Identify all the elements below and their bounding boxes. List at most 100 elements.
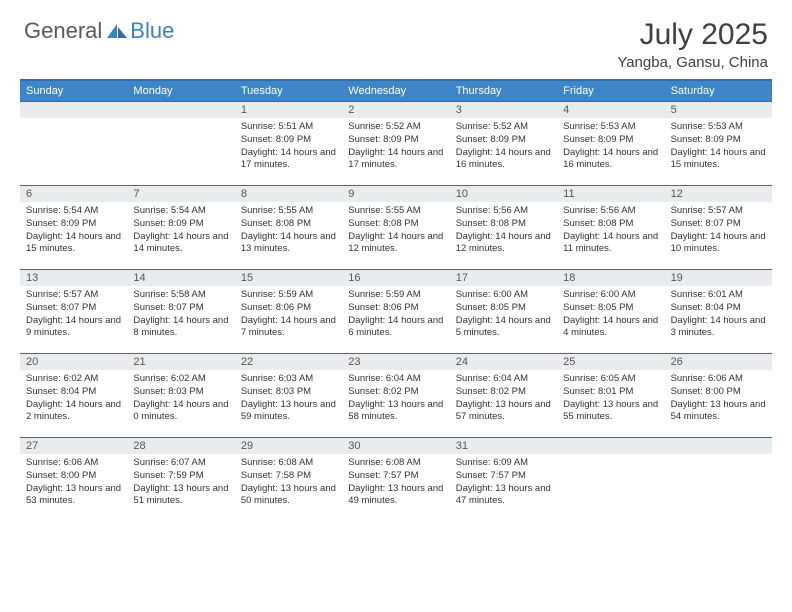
sunset-line: Sunset: 8:05 PM — [456, 302, 551, 315]
calendar-body: 1Sunrise: 5:51 AMSunset: 8:09 PMDaylight… — [20, 101, 772, 521]
calendar-day: 1Sunrise: 5:51 AMSunset: 8:09 PMDaylight… — [235, 101, 342, 185]
sunrise-line: Sunrise: 6:04 AM — [456, 373, 551, 386]
daylight-line: Daylight: 14 hours and 4 minutes. — [563, 315, 658, 341]
day-number: 16 — [342, 269, 449, 286]
calendar-week: 13Sunrise: 5:57 AMSunset: 8:07 PMDayligh… — [20, 269, 772, 353]
day-details: Sunrise: 6:09 AMSunset: 7:57 PMDaylight:… — [450, 454, 557, 514]
calendar-day: 28Sunrise: 6:07 AMSunset: 7:59 PMDayligh… — [127, 437, 234, 521]
sunset-line: Sunset: 7:58 PM — [241, 470, 336, 483]
daylight-line: Daylight: 14 hours and 3 minutes. — [671, 315, 766, 341]
sunset-line: Sunset: 8:02 PM — [456, 386, 551, 399]
calendar-day: 6Sunrise: 5:54 AMSunset: 8:09 PMDaylight… — [20, 185, 127, 269]
sunrise-line: Sunrise: 5:54 AM — [26, 205, 121, 218]
sunset-line: Sunset: 8:04 PM — [26, 386, 121, 399]
sunrise-line: Sunrise: 6:05 AM — [563, 373, 658, 386]
sunrise-line: Sunrise: 6:01 AM — [671, 289, 766, 302]
brand-second: Blue — [130, 18, 174, 44]
sunset-line: Sunset: 8:05 PM — [563, 302, 658, 315]
calendar: SundayMondayTuesdayWednesdayThursdayFrid… — [20, 79, 772, 521]
calendar-day: 19Sunrise: 6:01 AMSunset: 8:04 PMDayligh… — [665, 269, 772, 353]
day-number: 18 — [557, 269, 664, 286]
weekday-header: SundayMondayTuesdayWednesdayThursdayFrid… — [20, 81, 772, 101]
day-details: Sunrise: 5:53 AMSunset: 8:09 PMDaylight:… — [665, 118, 772, 178]
day-number: 23 — [342, 353, 449, 370]
day-number — [557, 437, 664, 454]
sunrise-line: Sunrise: 5:52 AM — [456, 121, 551, 134]
daylight-line: Daylight: 14 hours and 15 minutes. — [671, 147, 766, 173]
sunset-line: Sunset: 7:57 PM — [348, 470, 443, 483]
sunrise-line: Sunrise: 5:58 AM — [133, 289, 228, 302]
day-number: 17 — [450, 269, 557, 286]
day-number — [665, 437, 772, 454]
weekday-label: Sunday — [20, 81, 127, 101]
day-number: 31 — [450, 437, 557, 454]
day-number: 30 — [342, 437, 449, 454]
day-details: Sunrise: 6:06 AMSunset: 8:00 PMDaylight:… — [20, 454, 127, 514]
sunrise-line: Sunrise: 5:53 AM — [563, 121, 658, 134]
sunrise-line: Sunrise: 6:03 AM — [241, 373, 336, 386]
calendar-day: 14Sunrise: 5:58 AMSunset: 8:07 PMDayligh… — [127, 269, 234, 353]
day-details: Sunrise: 5:52 AMSunset: 8:09 PMDaylight:… — [450, 118, 557, 178]
sunset-line: Sunset: 8:09 PM — [671, 134, 766, 147]
calendar-day: 10Sunrise: 5:56 AMSunset: 8:08 PMDayligh… — [450, 185, 557, 269]
day-number: 4 — [557, 101, 664, 118]
calendar-day: 23Sunrise: 6:04 AMSunset: 8:02 PMDayligh… — [342, 353, 449, 437]
sunset-line: Sunset: 8:09 PM — [26, 218, 121, 231]
day-details: Sunrise: 6:08 AMSunset: 7:57 PMDaylight:… — [342, 454, 449, 514]
day-number: 12 — [665, 185, 772, 202]
sunrise-line: Sunrise: 5:56 AM — [563, 205, 658, 218]
daylight-line: Daylight: 13 hours and 54 minutes. — [671, 399, 766, 425]
sunrise-line: Sunrise: 5:54 AM — [133, 205, 228, 218]
sunset-line: Sunset: 8:07 PM — [133, 302, 228, 315]
day-number: 10 — [450, 185, 557, 202]
day-number: 15 — [235, 269, 342, 286]
daylight-line: Daylight: 14 hours and 10 minutes. — [671, 231, 766, 257]
day-details: Sunrise: 5:54 AMSunset: 8:09 PMDaylight:… — [20, 202, 127, 262]
daylight-line: Daylight: 14 hours and 6 minutes. — [348, 315, 443, 341]
calendar-day: 12Sunrise: 5:57 AMSunset: 8:07 PMDayligh… — [665, 185, 772, 269]
sunset-line: Sunset: 8:09 PM — [563, 134, 658, 147]
calendar-day: 13Sunrise: 5:57 AMSunset: 8:07 PMDayligh… — [20, 269, 127, 353]
calendar-day: 22Sunrise: 6:03 AMSunset: 8:03 PMDayligh… — [235, 353, 342, 437]
daylight-line: Daylight: 14 hours and 13 minutes. — [241, 231, 336, 257]
day-details: Sunrise: 6:07 AMSunset: 7:59 PMDaylight:… — [127, 454, 234, 514]
day-number: 8 — [235, 185, 342, 202]
calendar-day: 7Sunrise: 5:54 AMSunset: 8:09 PMDaylight… — [127, 185, 234, 269]
brand-logo: General Blue — [24, 18, 174, 44]
daylight-line: Daylight: 14 hours and 15 minutes. — [26, 231, 121, 257]
daylight-line: Daylight: 14 hours and 12 minutes. — [348, 231, 443, 257]
day-number: 5 — [665, 101, 772, 118]
sunset-line: Sunset: 8:03 PM — [133, 386, 228, 399]
sunrise-line: Sunrise: 5:57 AM — [26, 289, 121, 302]
daylight-line: Daylight: 14 hours and 5 minutes. — [456, 315, 551, 341]
day-details: Sunrise: 5:55 AMSunset: 8:08 PMDaylight:… — [235, 202, 342, 262]
day-details: Sunrise: 5:57 AMSunset: 8:07 PMDaylight:… — [665, 202, 772, 262]
brand-first: General — [24, 18, 102, 44]
calendar-day: 2Sunrise: 5:52 AMSunset: 8:09 PMDaylight… — [342, 101, 449, 185]
day-details: Sunrise: 5:59 AMSunset: 8:06 PMDaylight:… — [235, 286, 342, 346]
location-subtitle: Yangba, Gansu, China — [617, 54, 768, 71]
weekday-label: Monday — [127, 81, 234, 101]
sunrise-line: Sunrise: 5:51 AM — [241, 121, 336, 134]
daylight-line: Daylight: 14 hours and 16 minutes. — [563, 147, 658, 173]
daylight-line: Daylight: 14 hours and 17 minutes. — [348, 147, 443, 173]
sunset-line: Sunset: 8:09 PM — [133, 218, 228, 231]
day-number: 6 — [20, 185, 127, 202]
day-details: Sunrise: 5:51 AMSunset: 8:09 PMDaylight:… — [235, 118, 342, 178]
calendar-day: 4 Sunrise: 5:53 AMSunset: 8:09 PMDaylight… — [557, 101, 664, 185]
sunset-line: Sunset: 7:57 PM — [456, 470, 551, 483]
day-details: Sunrise: 5:56 AMSunset: 8:08 PMDaylight:… — [450, 202, 557, 262]
calendar-day: 5Sunrise: 5:53 AMSunset: 8:09 PMDaylight… — [665, 101, 772, 185]
day-details: Sunrise: 5:58 AMSunset: 8:07 PMDaylight:… — [127, 286, 234, 346]
day-number: 7 — [127, 185, 234, 202]
calendar-day: 26Sunrise: 6:06 AMSunset: 8:00 PMDayligh… — [665, 353, 772, 437]
sunset-line: Sunset: 8:08 PM — [348, 218, 443, 231]
sunset-line: Sunset: 8:03 PM — [241, 386, 336, 399]
calendar-day: 16Sunrise: 5:59 AMSunset: 8:06 PMDayligh… — [342, 269, 449, 353]
day-number: 29 — [235, 437, 342, 454]
sunset-line: Sunset: 8:00 PM — [26, 470, 121, 483]
sunrise-line: Sunrise: 5:52 AM — [348, 121, 443, 134]
calendar-day-empty — [665, 437, 772, 521]
sunrise-line: Sunrise: 5:55 AM — [348, 205, 443, 218]
weekday-label: Tuesday — [235, 81, 342, 101]
